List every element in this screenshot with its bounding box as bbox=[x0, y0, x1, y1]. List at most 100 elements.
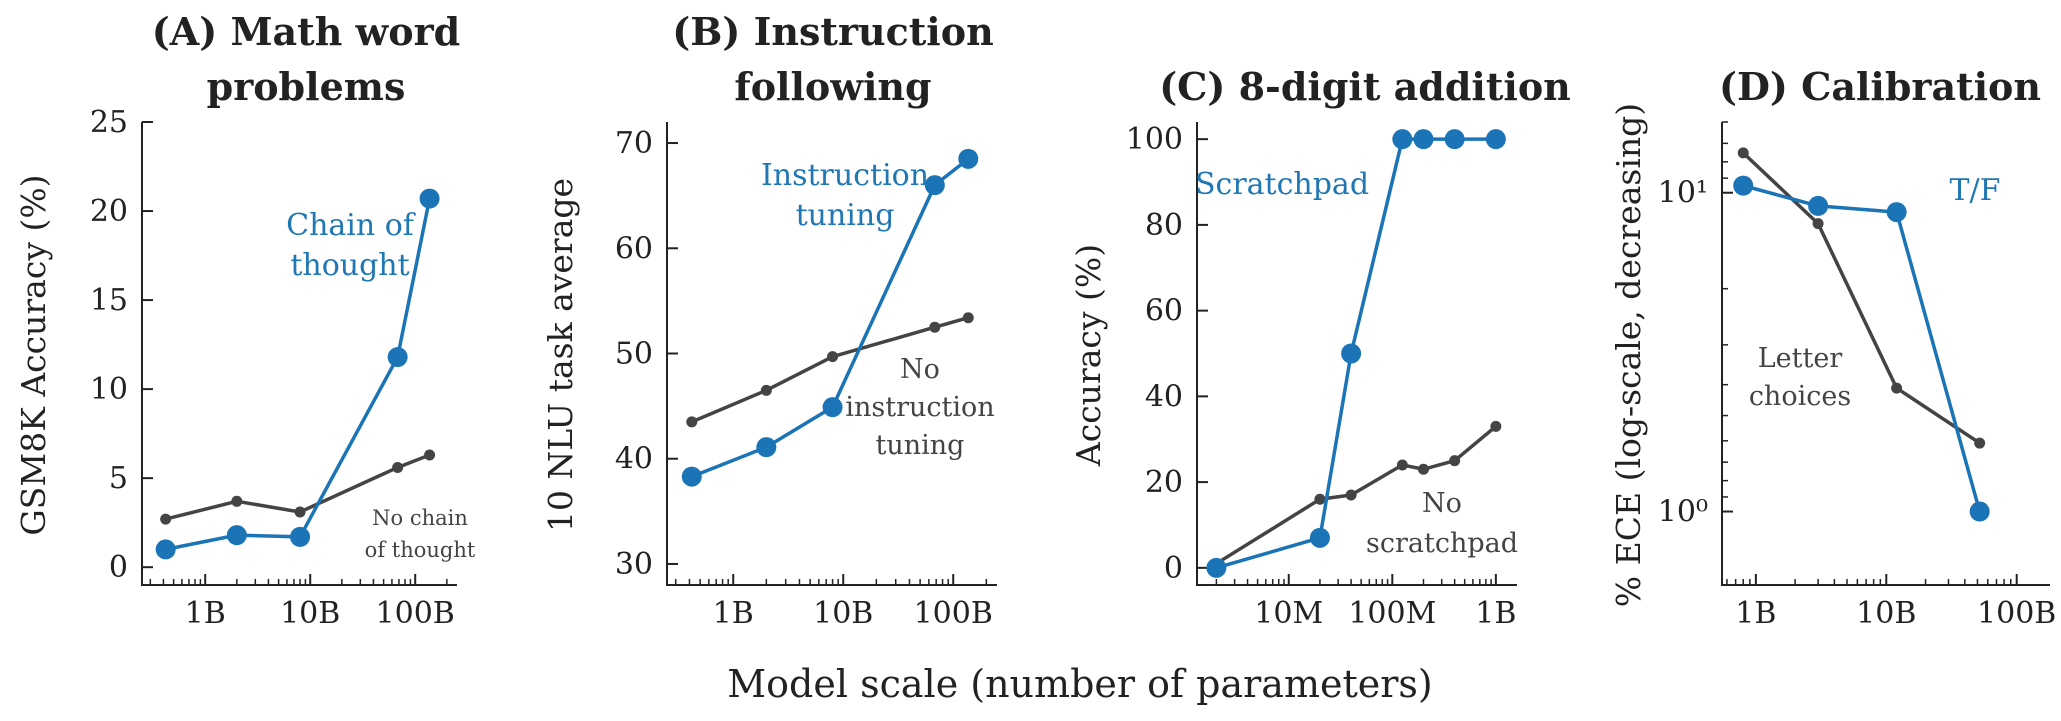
y-tick-label: 40 bbox=[615, 442, 653, 477]
y-tick-label: 50 bbox=[615, 337, 653, 372]
series-annotation: choices bbox=[1749, 381, 1851, 412]
series-annotation: No chain bbox=[372, 506, 468, 530]
y-tick-label: 30 bbox=[615, 547, 653, 582]
x-tick-label: 1B bbox=[1735, 596, 1776, 631]
data-point-blue bbox=[1969, 501, 1990, 522]
series-annotation: Instruction bbox=[761, 158, 929, 193]
x-tick-label: 100M bbox=[1348, 596, 1436, 631]
y-axis-label: Accuracy (%) bbox=[1069, 244, 1108, 467]
y-tick-label: 10¹ bbox=[1658, 176, 1708, 211]
data-point-blue bbox=[1392, 129, 1413, 150]
y-axis-label: GSM8K Accuracy (%) bbox=[14, 174, 53, 535]
series-annotation: Chain of bbox=[286, 208, 416, 243]
data-point-blue bbox=[822, 397, 843, 418]
data-point-blue bbox=[681, 466, 702, 487]
panel-title: (B) Instruction bbox=[672, 9, 993, 54]
data-point-blue bbox=[756, 437, 777, 458]
data-point-dark bbox=[1449, 455, 1461, 467]
data-point-dark bbox=[962, 312, 974, 324]
data-point-blue bbox=[1485, 129, 1506, 150]
data-point-blue bbox=[1341, 343, 1362, 364]
y-tick-label: 40 bbox=[1145, 379, 1183, 414]
panel-title: (D) Calibration bbox=[1719, 64, 2041, 109]
series-annotation: thought bbox=[290, 248, 409, 283]
data-point-blue bbox=[1309, 527, 1330, 548]
panel-3: 10M 100M 1B 0 20 40 60 80 100 (C) 8-digit additio… bbox=[1069, 64, 1571, 631]
series-annotation: No bbox=[900, 354, 940, 385]
y-tick-label: 80 bbox=[1145, 208, 1183, 243]
panel-title: problems bbox=[207, 64, 406, 109]
shared-x-axis-label: Model scale (number of parameters) bbox=[727, 662, 1432, 706]
data-point-dark bbox=[686, 416, 698, 428]
x-tick-label: 10B bbox=[1856, 596, 1916, 631]
y-tick-label: 15 bbox=[90, 283, 128, 318]
y-axis-label: 10 NLU task average bbox=[541, 178, 580, 532]
y-tick-label: 25 bbox=[90, 105, 128, 140]
data-point-blue bbox=[1808, 195, 1829, 216]
x-tick-label: 1B bbox=[185, 596, 226, 631]
data-point-dark bbox=[1737, 147, 1749, 159]
y-tick-label: 0 bbox=[109, 550, 128, 585]
panel-title: (C) 8-digit addition bbox=[1159, 64, 1571, 109]
data-point-blue bbox=[924, 175, 945, 196]
data-point-dark bbox=[160, 513, 172, 525]
panel-2: 1B 10B 100B 30 40 50 60 70 (B) Instruction follow… bbox=[541, 9, 997, 631]
data-point-blue bbox=[1886, 202, 1907, 223]
y-axis-label: % ECE (log-scale, decreasing) bbox=[1609, 103, 1648, 607]
data-point-blue bbox=[1206, 557, 1227, 578]
series-annotation: scratchpad bbox=[1366, 528, 1518, 559]
series-annotation: instruction bbox=[845, 392, 994, 423]
x-tick-label: 10M bbox=[1254, 596, 1323, 631]
y-tick-label: 10 bbox=[90, 372, 128, 407]
panel-title: following bbox=[734, 64, 931, 109]
data-point-dark bbox=[1396, 459, 1408, 471]
data-point-dark bbox=[424, 449, 436, 461]
series-annotation: Letter bbox=[1758, 343, 1843, 374]
axis-lines bbox=[1721, 122, 2050, 586]
data-point-dark bbox=[1345, 489, 1357, 501]
series-annotation: tuning bbox=[876, 430, 965, 461]
data-point-dark bbox=[231, 495, 243, 507]
data-point-dark bbox=[1812, 218, 1824, 230]
x-tick-label: 100B bbox=[376, 596, 455, 631]
series-annotation: tuning bbox=[796, 198, 895, 233]
data-point-blue bbox=[419, 188, 440, 209]
axis-lines bbox=[1196, 122, 1517, 586]
data-point-dark bbox=[760, 384, 772, 396]
series-annotation: T/F bbox=[1950, 173, 2001, 208]
data-point-dark bbox=[1891, 382, 1903, 394]
series-line-dark bbox=[1742, 151, 1981, 445]
data-point-blue bbox=[226, 525, 247, 546]
y-tick-label: 20 bbox=[90, 194, 128, 229]
data-point-blue bbox=[155, 539, 176, 560]
y-tick-label: 5 bbox=[109, 461, 128, 496]
data-point-dark bbox=[827, 351, 839, 363]
data-point-dark bbox=[392, 461, 404, 473]
data-point-dark bbox=[294, 506, 306, 518]
data-point-dark bbox=[1974, 437, 1986, 449]
data-point-blue bbox=[1733, 175, 1754, 196]
x-tick-label: 10B bbox=[280, 596, 340, 631]
panel-1: 1B 10B 100B 0 5 10 15 20 25 (A) Math word problems… bbox=[14, 9, 476, 631]
data-point-dark bbox=[1314, 493, 1326, 505]
data-point-blue bbox=[958, 148, 979, 169]
y-tick-label: 60 bbox=[1145, 294, 1183, 329]
x-tick-label: 100B bbox=[1977, 596, 2056, 631]
data-point-dark bbox=[1417, 463, 1429, 475]
series-annotation: of thought bbox=[365, 538, 476, 562]
x-tick-label: 1B bbox=[1475, 596, 1516, 631]
y-tick-label: 70 bbox=[615, 126, 653, 161]
data-point-blue bbox=[1413, 129, 1434, 150]
data-point-blue bbox=[290, 526, 311, 547]
panel-4: 1B 10B 100B 10¹ 10⁰ (D) Calibration % ECE (log… bbox=[1609, 64, 2056, 631]
y-tick-label: 10⁰ bbox=[1658, 495, 1708, 530]
x-tick-label: 1B bbox=[713, 596, 754, 631]
data-point-dark bbox=[929, 321, 941, 333]
data-point-blue bbox=[387, 347, 408, 368]
panel-title: (A) Math word bbox=[152, 9, 460, 54]
data-point-dark bbox=[1490, 420, 1502, 432]
x-tick-label: 100B bbox=[914, 596, 993, 631]
x-tick-label: 10B bbox=[813, 596, 873, 631]
